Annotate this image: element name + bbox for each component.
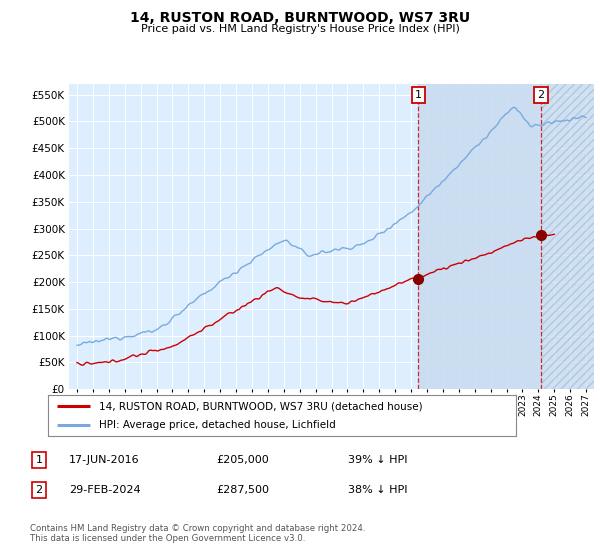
Text: 1: 1 xyxy=(35,455,43,465)
Bar xyxy=(418,84,541,389)
Text: 39% ↓ HPI: 39% ↓ HPI xyxy=(348,455,407,465)
Text: 14, RUSTON ROAD, BURNTWOOD, WS7 3RU (detached house): 14, RUSTON ROAD, BURNTWOOD, WS7 3RU (det… xyxy=(100,402,423,411)
Bar xyxy=(541,84,594,389)
Text: Contains HM Land Registry data © Crown copyright and database right 2024.
This d: Contains HM Land Registry data © Crown c… xyxy=(30,524,365,543)
Text: £287,500: £287,500 xyxy=(216,485,269,495)
Text: £205,000: £205,000 xyxy=(216,455,269,465)
Text: 38% ↓ HPI: 38% ↓ HPI xyxy=(348,485,407,495)
Text: Price paid vs. HM Land Registry's House Price Index (HPI): Price paid vs. HM Land Registry's House … xyxy=(140,24,460,34)
Text: 14, RUSTON ROAD, BURNTWOOD, WS7 3RU: 14, RUSTON ROAD, BURNTWOOD, WS7 3RU xyxy=(130,11,470,25)
Text: 1: 1 xyxy=(415,90,422,100)
Text: HPI: Average price, detached house, Lichfield: HPI: Average price, detached house, Lich… xyxy=(100,420,336,430)
Text: 29-FEB-2024: 29-FEB-2024 xyxy=(69,485,140,495)
Text: 2: 2 xyxy=(538,90,544,100)
Text: 2: 2 xyxy=(35,485,43,495)
Text: 17-JUN-2016: 17-JUN-2016 xyxy=(69,455,140,465)
